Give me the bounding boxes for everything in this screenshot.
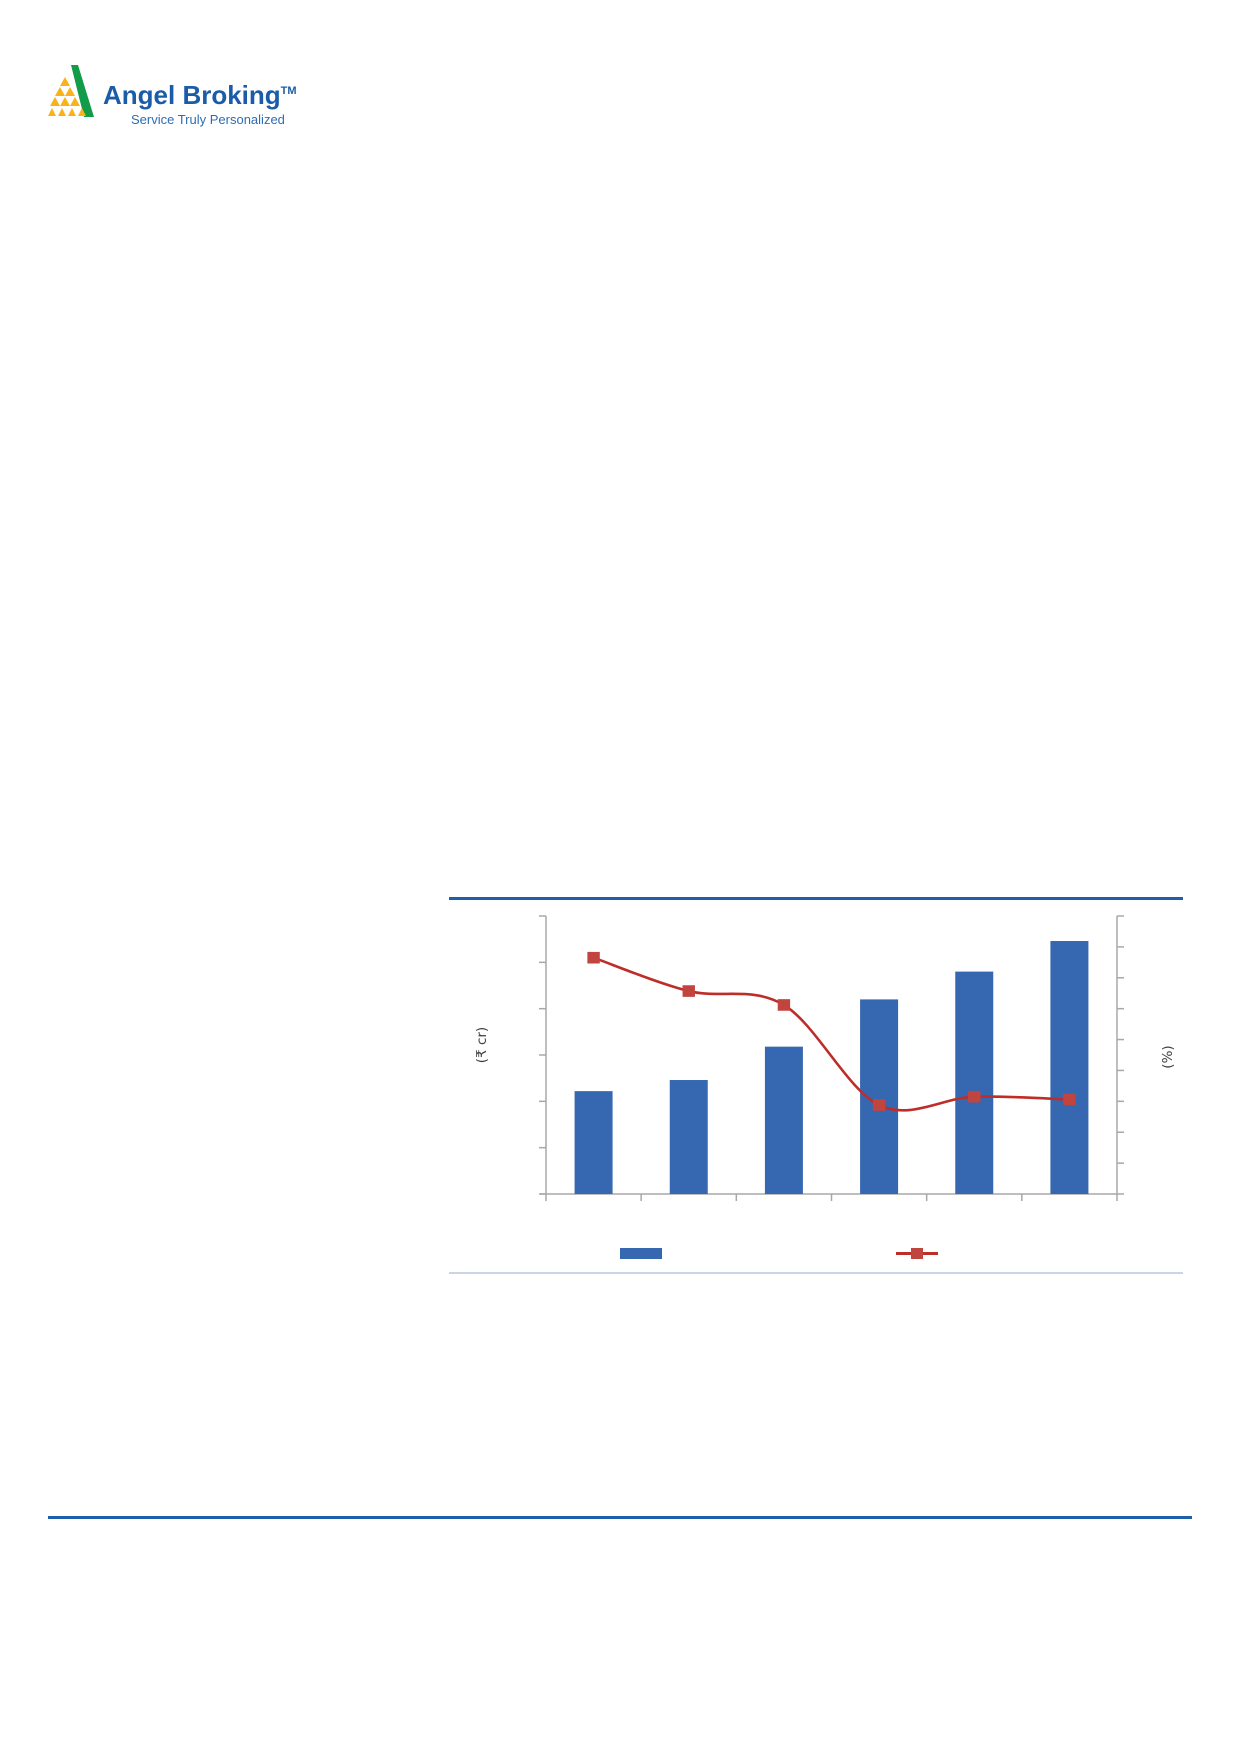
y-axis-label-left: (₹ cr) bbox=[474, 1026, 490, 1064]
brand-label: Angel Broking bbox=[103, 80, 281, 110]
section-divider-top bbox=[449, 897, 1183, 900]
bar bbox=[1050, 941, 1089, 1194]
trademark-symbol: TM bbox=[280, 85, 297, 97]
section-divider-below-legend bbox=[449, 1272, 1183, 1274]
page-footer-rule bbox=[48, 1516, 1192, 1519]
line-marker-icon bbox=[968, 1090, 981, 1103]
bar bbox=[955, 971, 994, 1194]
angel-broking-logo: Angel BrokingTM Service Truly Personaliz… bbox=[48, 60, 297, 127]
line-marker-icon bbox=[682, 985, 695, 997]
bar bbox=[669, 1080, 708, 1194]
brand-name: Angel BrokingTM bbox=[103, 78, 297, 108]
legend-line-swatch bbox=[896, 1247, 938, 1260]
legend-line-marker-icon bbox=[911, 1248, 923, 1259]
line-marker-icon bbox=[872, 1099, 886, 1111]
legend-bar-swatch bbox=[620, 1248, 662, 1259]
line-marker-icon bbox=[777, 999, 791, 1011]
trend-line bbox=[593, 956, 1070, 1112]
bar bbox=[764, 1046, 803, 1194]
logo-triangle-icon bbox=[48, 65, 94, 117]
line-marker-icon bbox=[1063, 1093, 1076, 1106]
bar bbox=[574, 1091, 613, 1194]
brand-tagline: Service Truly Personalized bbox=[131, 112, 285, 127]
line-marker-icon bbox=[587, 951, 600, 964]
logo-text-block: Angel BrokingTM Service Truly Personaliz… bbox=[103, 78, 297, 127]
y-axis-label-right: (%) bbox=[1160, 1045, 1176, 1069]
